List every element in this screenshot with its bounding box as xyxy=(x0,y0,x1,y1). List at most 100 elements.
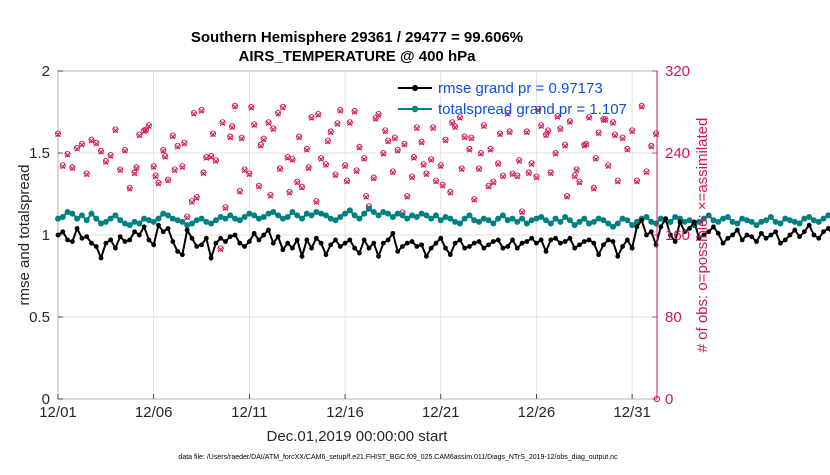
totalspread-point xyxy=(370,209,377,216)
totalspread-point xyxy=(361,210,368,217)
obs-assimilated-marker xyxy=(237,189,243,195)
rmse-point xyxy=(601,242,606,248)
obs-assimilated-marker xyxy=(586,115,592,121)
obs-possible-marker xyxy=(174,142,181,149)
totalspread-point xyxy=(480,215,487,222)
obs-assimilated-marker xyxy=(404,194,411,200)
obs-possible-marker xyxy=(179,163,186,170)
obs-possible-marker xyxy=(229,123,236,130)
rmse-point xyxy=(577,242,582,248)
totalspread-point xyxy=(131,218,138,225)
x-tick-label: 12/11 xyxy=(231,404,267,421)
totalspread-point xyxy=(643,213,650,220)
totalspread-point xyxy=(174,217,181,224)
obs-possible-marker xyxy=(217,245,224,252)
totalspread-point xyxy=(64,209,71,216)
totalspread-point xyxy=(394,210,401,217)
obs-assimilated-marker xyxy=(506,129,513,136)
rmse-point xyxy=(246,239,252,244)
obs-assimilated-marker xyxy=(131,170,138,177)
totalspread-point xyxy=(432,212,439,219)
rmse-point xyxy=(270,240,276,246)
totalspread-point xyxy=(557,218,564,225)
obs-assimilated-marker xyxy=(162,154,168,160)
rmse-point xyxy=(677,219,683,225)
rmse-point xyxy=(165,226,171,231)
rmse-point xyxy=(476,239,482,244)
totalspread-point xyxy=(251,212,258,219)
rmse-point xyxy=(505,244,511,249)
y-right-tick-label: 160 xyxy=(665,227,690,244)
obs-assimilated-marker xyxy=(476,166,482,173)
totalspread-point xyxy=(562,213,569,220)
obs-possible-marker xyxy=(375,111,382,118)
obs-assimilated-marker xyxy=(203,155,210,161)
rmse-point xyxy=(471,240,477,246)
rmse-point xyxy=(706,229,712,235)
totalspread-point xyxy=(318,210,325,217)
totalspread-point xyxy=(260,213,267,220)
obs-possible-marker xyxy=(318,155,325,162)
totalspread-point xyxy=(179,218,186,225)
rmse-point xyxy=(113,245,118,251)
obs-possible-marker xyxy=(586,114,593,121)
totalspread-point xyxy=(423,212,430,219)
obs-assimilated-marker xyxy=(638,104,645,110)
totalspread-point xyxy=(787,217,794,224)
totalspread-point xyxy=(772,218,779,225)
totalspread-point xyxy=(476,218,483,225)
rmse-point xyxy=(629,245,635,251)
obs-assimilated-marker xyxy=(241,167,248,174)
totalspread-point xyxy=(275,212,282,219)
totalspread-point xyxy=(375,212,382,219)
obs-assimilated-marker xyxy=(610,120,616,127)
totalspread-point xyxy=(380,209,387,216)
obs-assimilated-marker xyxy=(229,124,235,131)
obs-assimilated-marker xyxy=(337,108,344,114)
totalspread-point xyxy=(519,215,526,222)
rmse-point xyxy=(256,237,262,243)
y-axis-label-right: # of obs: o=possible; ×=assimilated xyxy=(694,118,711,353)
obs-assimilated-marker xyxy=(136,132,143,139)
obs-assimilated-marker xyxy=(308,115,315,121)
obs-assimilated-marker xyxy=(557,126,564,133)
rmse-point xyxy=(170,239,176,244)
rmse-point xyxy=(500,245,506,251)
obs-assimilated-marker xyxy=(545,128,551,135)
rmse-point xyxy=(69,239,75,244)
obs-assimilated-marker xyxy=(267,193,274,199)
rmse-point xyxy=(730,232,735,238)
totalspread-point xyxy=(284,213,291,220)
rmse-point xyxy=(825,226,830,231)
obs-possible-marker xyxy=(523,128,530,135)
obs-assimilated-marker xyxy=(347,120,353,127)
totalspread-point xyxy=(78,212,85,219)
totalspread-point xyxy=(485,217,492,224)
totalspread-point xyxy=(471,217,478,224)
obs-assimilated-marker xyxy=(60,163,66,170)
totalspread-point xyxy=(523,220,530,227)
obs-assimilated-marker xyxy=(170,133,176,140)
y-left-tick-label: 0.5 xyxy=(29,309,50,326)
obs-possible-marker xyxy=(255,182,262,189)
rmse-point xyxy=(801,229,807,235)
obs-possible-marker xyxy=(279,103,286,110)
obs-assimilated-marker xyxy=(165,177,171,184)
rmse-point xyxy=(658,224,664,230)
obs-assimilated-marker xyxy=(612,132,618,139)
obs-assimilated-marker xyxy=(275,111,281,117)
obs-possible-marker xyxy=(121,146,129,153)
obs-assimilated-marker xyxy=(624,147,631,153)
rmse-point xyxy=(510,237,515,243)
obs-assimilated-marker xyxy=(294,179,300,186)
obs-possible-marker xyxy=(605,162,612,169)
obs-possible-marker xyxy=(471,196,478,203)
obs-assimilated-marker xyxy=(69,165,76,172)
obs-possible-marker xyxy=(136,131,143,138)
obs-assimilated-marker xyxy=(524,129,530,136)
obs-assimilated-marker xyxy=(270,126,277,133)
obs-assimilated-marker xyxy=(284,155,291,161)
rmse-point xyxy=(514,245,520,251)
totalspread-point xyxy=(490,220,497,227)
totalspread-point xyxy=(232,215,239,222)
